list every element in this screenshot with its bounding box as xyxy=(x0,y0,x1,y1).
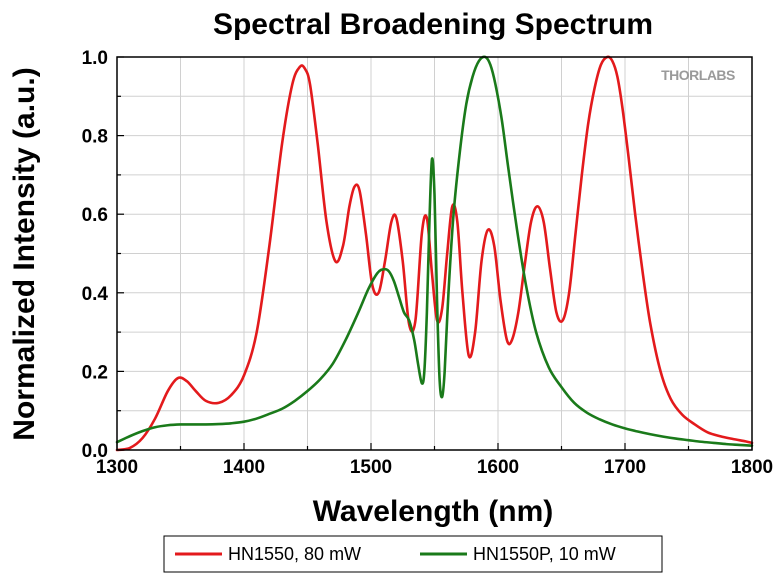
x-tick-label: 1400 xyxy=(223,457,265,478)
y-tick-label: 1.0 xyxy=(82,48,108,69)
legend: HN1550, 80 mW HN1550P, 10 mW xyxy=(163,535,663,573)
legend-box xyxy=(163,535,663,573)
x-tick-label: 1600 xyxy=(477,457,519,478)
y-tick-label: 0.8 xyxy=(82,127,108,148)
series-layer xyxy=(115,55,754,452)
y-tick-label: 0.4 xyxy=(82,284,109,305)
legend-label-hn1550: HN1550, 80 mW xyxy=(228,544,361,564)
y-tick-label: 0.0 xyxy=(82,441,108,462)
y-axis-label: Normalized Intensity (a.u.) xyxy=(8,67,41,440)
tick-labels: 1300 1400 1500 1600 1700 1800 0.0 0.2 0.4 0.6 0.8 1… xyxy=(82,48,774,478)
y-tick-label: 0.6 xyxy=(82,205,108,226)
series-line-hn1550p xyxy=(115,55,754,447)
x-tick-label: 1800 xyxy=(731,457,773,478)
x-tick-label: 1500 xyxy=(350,457,392,478)
legend-label-hn1550p: HN1550P, 10 mW xyxy=(473,544,616,564)
y-tick-label: 0.2 xyxy=(82,362,108,383)
grid-lines xyxy=(117,57,752,450)
x-axis-label: Wavelength (nm) xyxy=(313,495,554,528)
series-line-hn1550 xyxy=(115,55,754,452)
watermark-logo: THORLABS xyxy=(661,67,735,83)
x-tick-label: 1700 xyxy=(604,457,646,478)
tick-marks xyxy=(116,56,753,451)
x-tick-label: 1300 xyxy=(96,457,138,478)
chart-title: Spectral Broadening Spectrum xyxy=(213,8,653,41)
